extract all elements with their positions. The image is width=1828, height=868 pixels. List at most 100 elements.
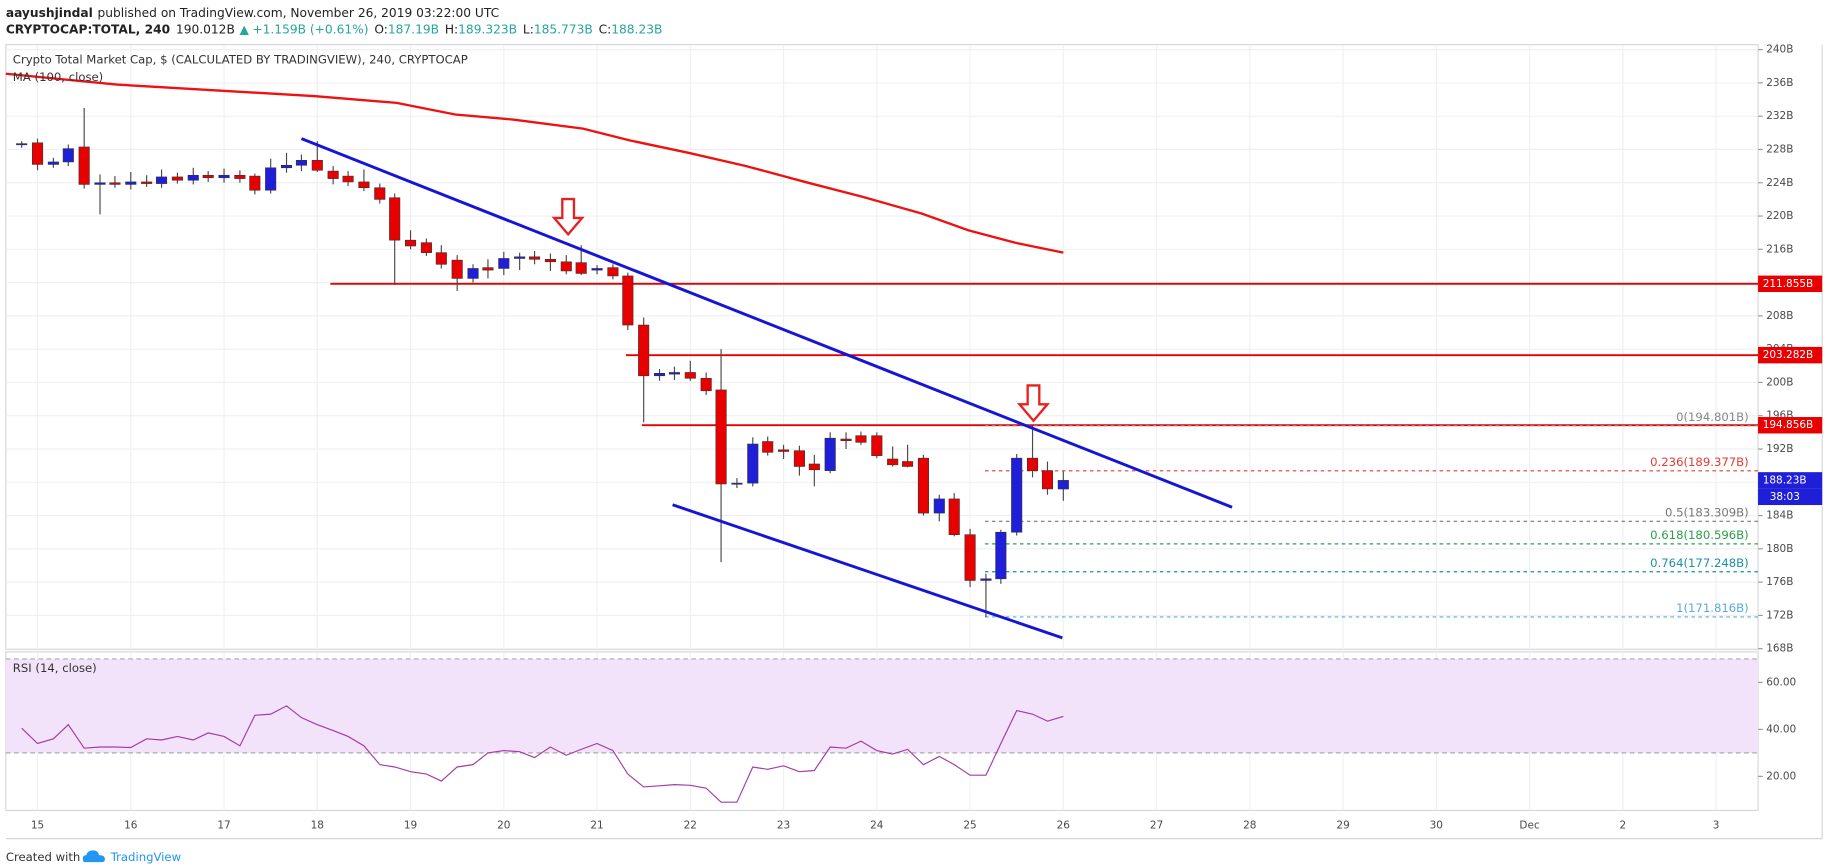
candle-body [467,268,479,279]
arrow-marker [1016,384,1051,423]
candle-body [933,498,945,514]
y-tick-label: 232B [1766,110,1793,122]
x-tick-label: 15 [31,820,44,832]
candle-body [405,239,417,247]
candle-body [374,187,386,200]
arrow-marker [551,197,585,237]
x-tick-label: 3 [1713,820,1720,832]
y-tick-label: 224B [1766,177,1793,189]
chart-title: Crypto Total Market Cap, $ (CALCULATED B… [13,52,468,66]
y-tick-label: 176B [1766,576,1793,588]
ohlc-key: O: [374,22,388,36]
candle-body [141,181,153,184]
ohlc-value: 188.23B [611,22,662,36]
candle-body [218,174,230,179]
y-tick-label: 240B [1766,44,1793,56]
candle-body [156,176,168,184]
y-tick-label: 216B [1766,243,1793,255]
candle-body [47,161,59,165]
candle-body [311,159,323,171]
y-tick-label: 60.00 [1766,676,1796,688]
author[interactable]: aayushjindal [6,5,93,19]
y-tick-label: 180B [1766,543,1793,555]
change: +1.159B (+0.61%) [252,22,368,36]
candle-body [529,256,541,260]
candle-body [16,143,28,146]
candle-body [265,167,277,191]
candle-body [280,164,293,169]
candle-body [840,438,852,441]
x-tick-label: 19 [404,820,417,832]
candle-body [544,259,556,263]
y-tick-label: 172B [1766,609,1793,621]
ohlc-value: 187.19B [388,22,439,36]
ohlc-value: 189.323B [458,22,517,36]
candle-body [622,275,634,326]
candle-body [808,463,820,471]
candle-body [451,259,463,279]
x-tick-label: 21 [590,820,603,832]
x-tick-label: 30 [1430,820,1443,832]
x-tick-label: 18 [311,820,324,832]
candle-body [747,443,759,484]
candle-body [358,181,370,189]
candle-body [202,174,214,179]
x-tick-label: 27 [1150,820,1163,832]
candle-body [855,435,867,443]
x-tick-label: 2 [1619,820,1626,832]
candle-body [638,324,650,377]
candle-body [389,197,401,241]
candle-body [109,182,121,185]
candle-body [295,159,307,166]
fib-label: 0(194.801B) [1676,410,1749,424]
candle-body [171,176,183,181]
trend-line [300,137,1233,509]
y-tick-label: 184B [1766,510,1793,522]
candle-body [1011,457,1023,533]
trend-line [672,503,1063,640]
x-tick-label: 25 [963,820,976,832]
x-tick-label: 23 [777,820,790,832]
candle-body [902,461,914,467]
price-badge-label: 188.23B [1763,474,1807,486]
candle-body [514,256,526,259]
candle-body [917,457,929,514]
y-tick-label: 168B [1766,643,1793,655]
candle-body [498,258,510,269]
x-tick-label: 20 [497,820,510,832]
y-tick-label: 192B [1766,443,1793,455]
candle-body [482,267,494,271]
ohlc-key: L: [523,22,534,36]
candle-body [980,578,992,581]
candle-body [964,534,976,581]
candle-body [249,175,261,191]
x-tick-label: 22 [684,820,697,832]
candle-body [700,377,712,392]
chart-layer: 15 16 17 18 19 20 21 22 23 24 25 26 27 28 29 30 Dec 2 3168… [5,44,1823,832]
footer-brand[interactable]: TradingView [110,850,182,864]
candle-body [31,142,44,165]
tradingview-logo[interactable] [82,850,105,863]
candle-body [435,252,447,265]
candle-body [731,482,743,485]
candle-body [94,182,106,185]
candle-body [560,261,572,272]
y-tick-label: 236B [1766,77,1793,89]
y-tick-label: 208B [1766,310,1793,322]
ma-line [5,72,1064,254]
y-tick-label: 40.00 [1766,723,1796,735]
countdown-badge [1758,488,1823,506]
x-tick-label: 17 [217,820,230,832]
fib-label: 1(171.816B) [1676,601,1749,615]
candle-body [653,372,666,377]
rsi-line [21,705,1064,803]
candle-body [887,458,899,466]
quote-line: CRYPTOCAP:TOTAL, 240 190.012B ▲ +1.159B (+0… [6,22,663,36]
x-tick-label: 28 [1243,820,1256,832]
y-tick-label: 228B [1766,143,1793,155]
candle-body [762,441,774,453]
ohlc-key: H: [445,22,458,36]
x-tick-label: 29 [1336,820,1349,832]
fib-label: 0.236(189.377B) [1650,455,1749,469]
